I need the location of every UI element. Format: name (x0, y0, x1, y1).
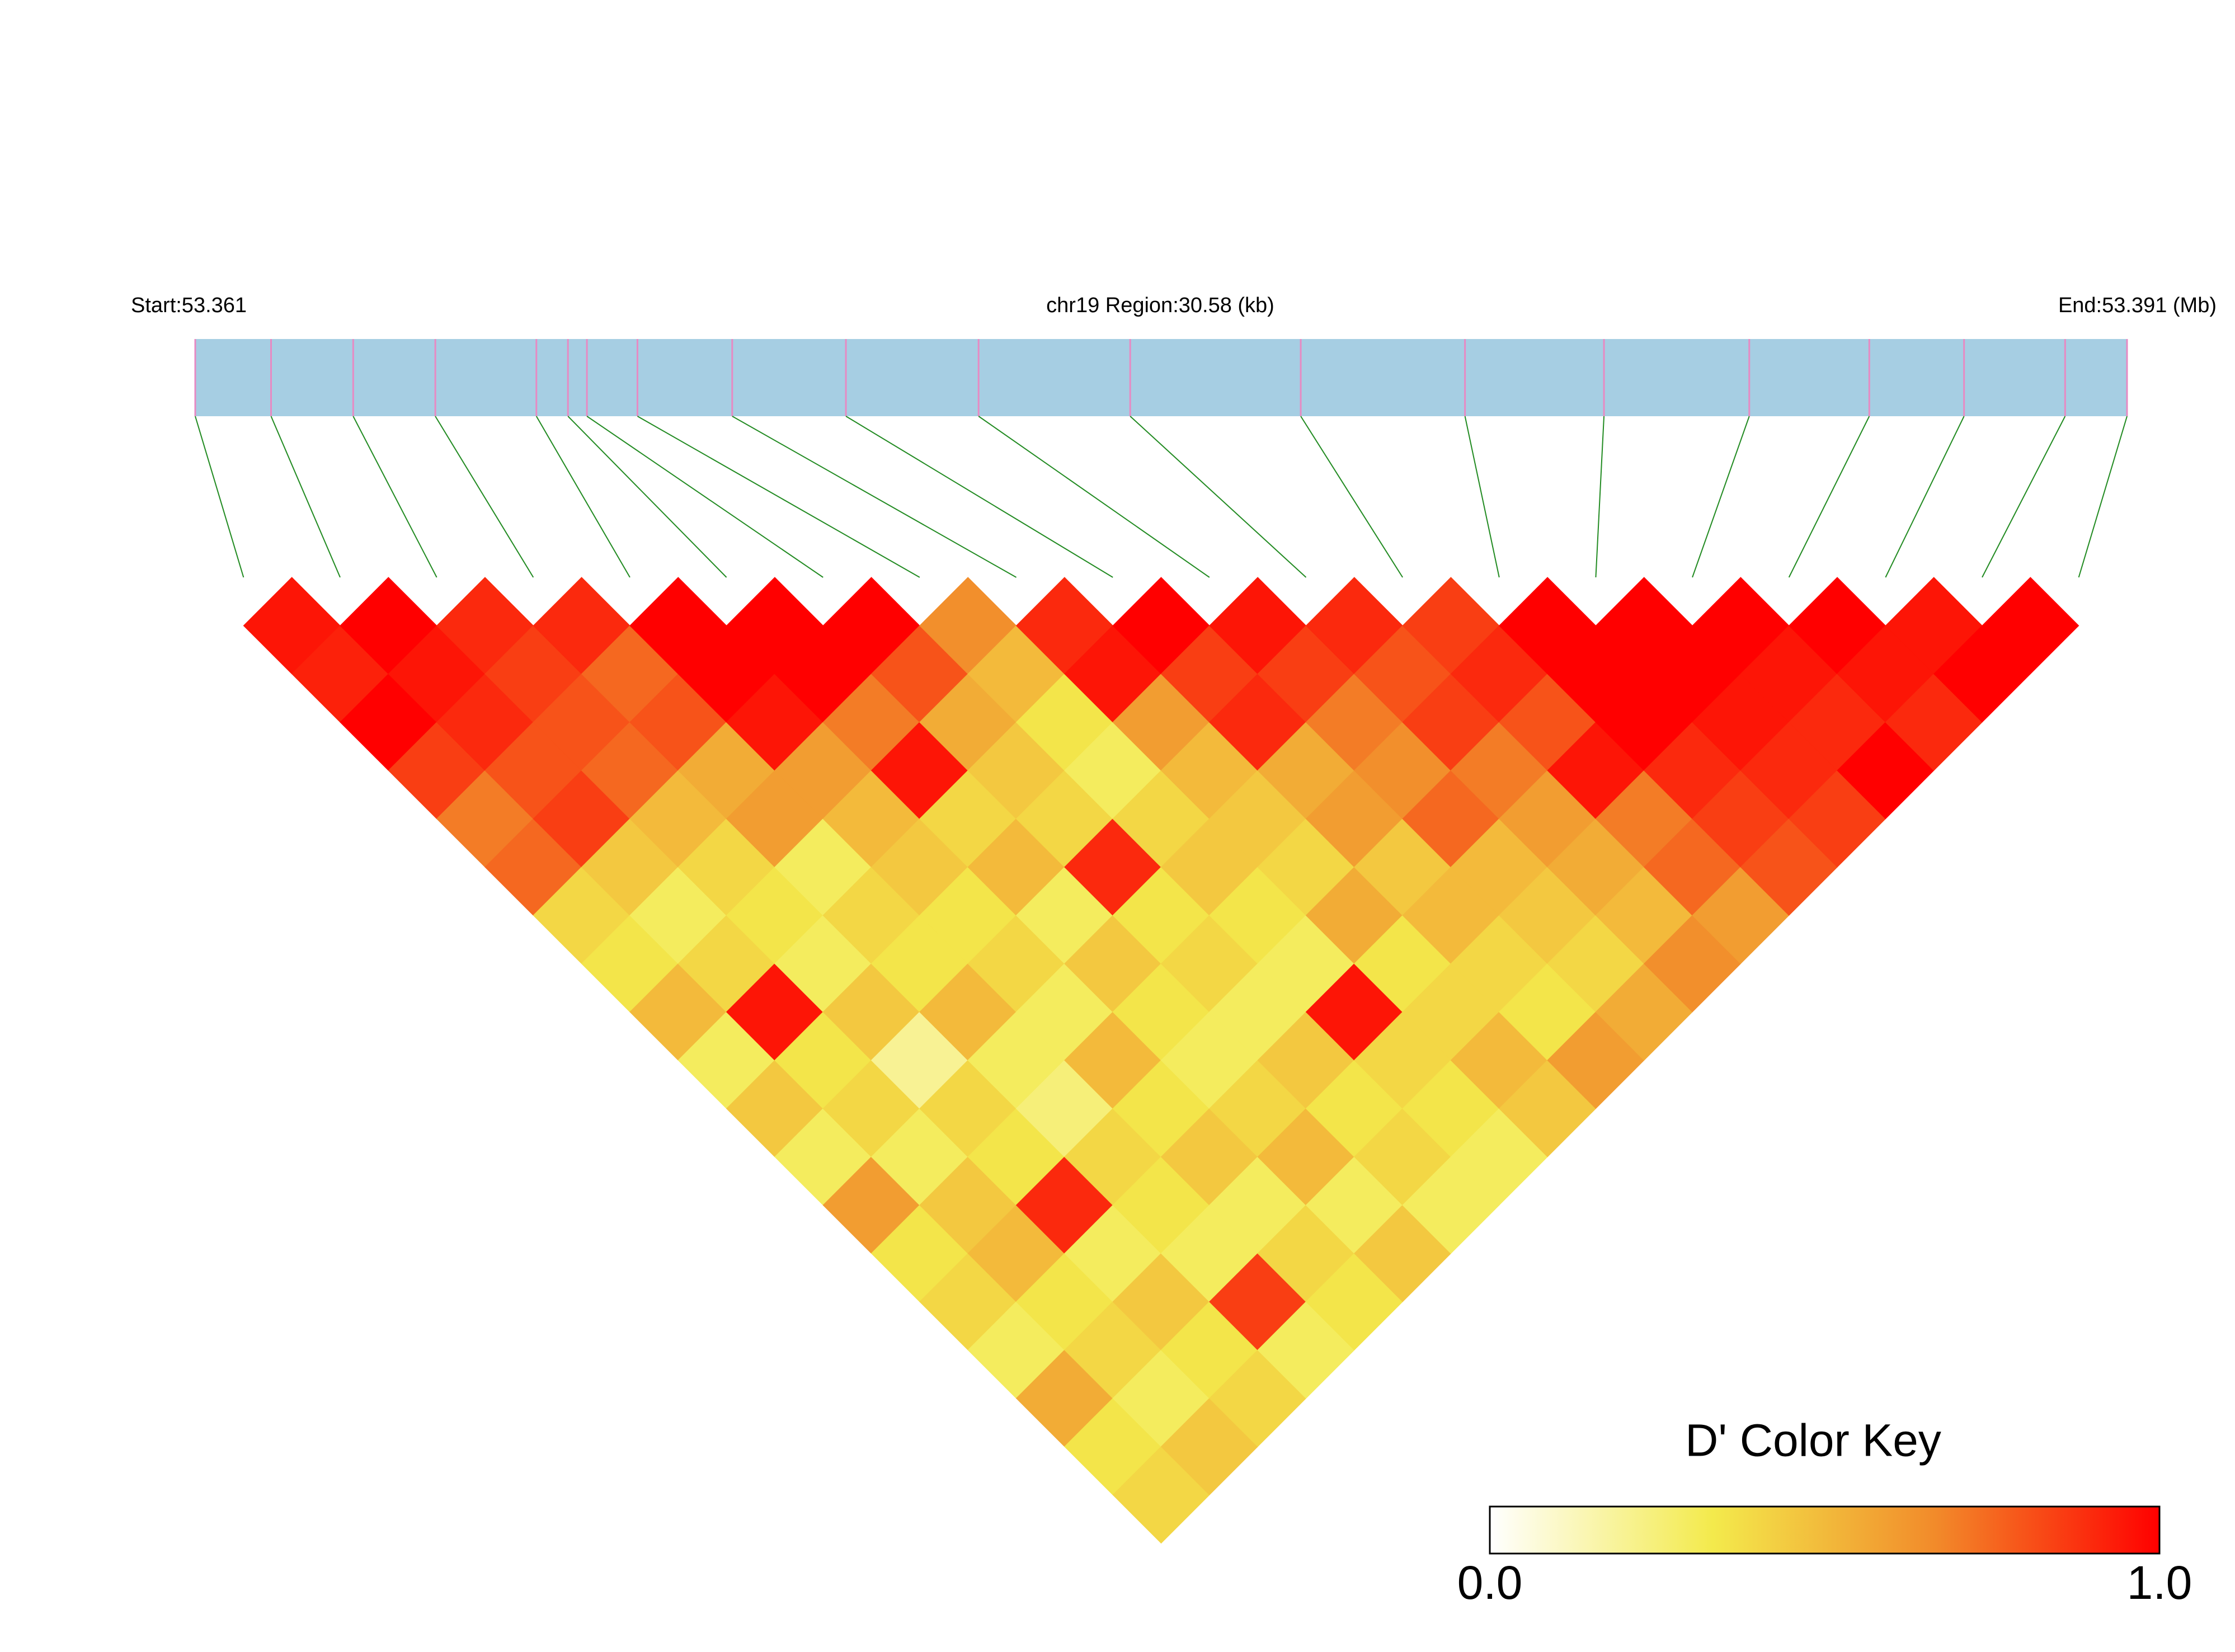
snp-link (1300, 416, 1403, 578)
colorbar-tick-label: 0.0 (1457, 1556, 1523, 1609)
snp-link (978, 416, 1210, 578)
snp-link (1692, 416, 1750, 578)
start-label: Start:53.361 (131, 294, 247, 317)
snp-link (195, 416, 244, 578)
colorbar (1489, 1505, 2161, 1555)
snp-link (1130, 416, 1307, 578)
ld-cell (1982, 577, 2079, 675)
snp-link (1982, 416, 2066, 578)
snp-link (352, 416, 437, 578)
colorbar-tick-label: 1.0 (2127, 1556, 2192, 1609)
colorbar-title: D' Color Key (1685, 1415, 1941, 1466)
snp-link (845, 416, 1113, 578)
end-label: End:53.391 (Mb) (2058, 294, 2217, 317)
snp-link (567, 416, 727, 578)
region-label: chr19 Region:30.58 (kb) (1046, 294, 1274, 317)
snp-link (435, 416, 534, 578)
snp-link (732, 416, 1017, 578)
track (195, 339, 2127, 416)
snp-link (1595, 416, 1605, 578)
snp-link (1885, 416, 1965, 578)
snp-link (1464, 416, 1500, 578)
snp-link (535, 416, 630, 578)
snp-link (2078, 416, 2128, 578)
snp-link (270, 416, 341, 578)
snp-link (586, 416, 824, 578)
snp-link (1788, 416, 1870, 578)
snp-link (637, 416, 920, 578)
